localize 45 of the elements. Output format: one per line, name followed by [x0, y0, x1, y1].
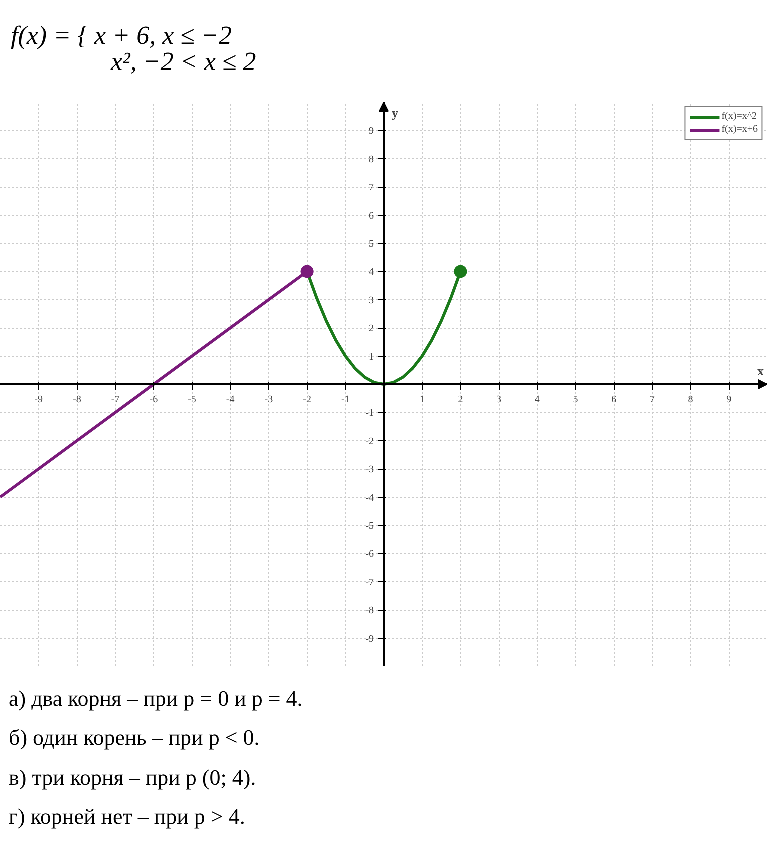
y-tick-label: 9: [369, 126, 374, 138]
text: б) один корень – при p < 0.: [9, 724, 261, 752]
x-tick-label: -4: [226, 394, 235, 406]
y-tick-label: 1: [369, 352, 374, 363]
legend-label: f(x)=x+6: [722, 124, 758, 135]
y-axis-title: y: [392, 106, 399, 120]
y-tick-label: -6: [366, 549, 374, 560]
x-tick-label: -6: [150, 394, 158, 406]
x-tick-label: -7: [111, 394, 120, 406]
x-axis-title: x: [758, 364, 764, 378]
x-tick-label: 6: [612, 394, 617, 406]
text: а) два корня – при p = 0 и p = 4.: [9, 685, 303, 713]
chart-subtitle: x², −2 < x ≤ 2: [110, 47, 256, 76]
x-tick-label: 4: [534, 394, 540, 406]
y-tick-label: 6: [369, 210, 374, 222]
y-tick-label: -2: [366, 436, 374, 448]
y-tick-label: 3: [369, 295, 374, 306]
y-tick-label: 4: [369, 267, 374, 278]
x-tick-label: -1: [341, 394, 350, 406]
text: г) корней нет – при p > 4.: [9, 803, 246, 832]
x-tick-label: -2: [303, 394, 312, 406]
legend-label: f(x)=x^2: [722, 111, 758, 122]
y-tick-label: -4: [366, 492, 374, 504]
x-tick-label: 2: [458, 394, 464, 406]
y-tick-label: -5: [366, 521, 374, 532]
y-tick-label: -9: [366, 634, 374, 645]
x-tick-label: -9: [34, 394, 44, 406]
y-tick-label: 8: [369, 154, 374, 166]
x-tick-label: -3: [264, 394, 274, 406]
y-tick-label: 7: [369, 182, 374, 194]
x-tick-label: -8: [73, 394, 82, 406]
y-tick-label: -8: [366, 606, 374, 617]
x-tick-label: 1: [420, 394, 425, 406]
y-tick-label: -7: [366, 577, 374, 588]
x-tick-label: 5: [573, 394, 578, 406]
text: в) три корня – при p (0; 4).: [9, 764, 258, 792]
y-tick-label: -3: [366, 464, 374, 476]
y-tick-label: 5: [369, 239, 374, 250]
y-tick-label: 2: [369, 324, 374, 335]
x-tick-label: -5: [188, 394, 196, 406]
y-tick-label: -1: [366, 408, 374, 420]
x-tick-label: 9: [726, 394, 732, 406]
x-tick-label: 8: [688, 394, 694, 406]
x-tick-label: 7: [650, 394, 655, 406]
x-tick-label: 3: [496, 394, 502, 406]
